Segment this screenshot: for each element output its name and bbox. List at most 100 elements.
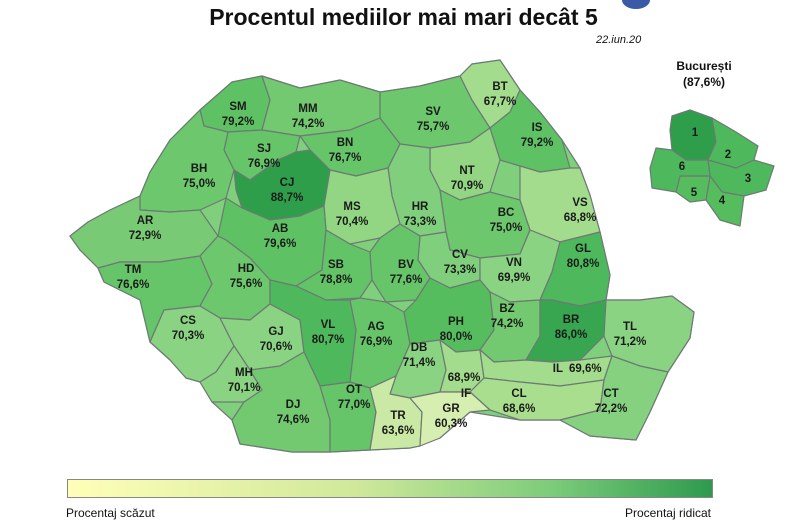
county-value-label: 74,2%: [491, 318, 524, 330]
county-value-label: 78,8%: [320, 274, 353, 286]
county-value-label: 70,3%: [172, 330, 205, 342]
county-code-label: CL: [511, 388, 526, 400]
bucharest-sector-labels: 1 2 3 4 5 6: [679, 127, 751, 207]
county-value-label: 60,3%: [435, 418, 468, 430]
county-code-label: CT: [603, 388, 618, 400]
county-code-label: PH: [448, 316, 464, 328]
county-code-label: TR: [390, 410, 406, 422]
county-code-label: BR: [563, 314, 580, 326]
county-value-label: 68,8%: [564, 212, 597, 224]
bucharest-sector-2[interactable]: [707, 117, 759, 169]
county-value-label: 76,6%: [117, 279, 150, 291]
county-value-label: 69,9%: [498, 272, 531, 284]
county-labels: SM 79,2% MM 74,2% SV 75,7% BT 67,7% SJ 76,9% BN 76,…: [117, 81, 647, 437]
county-value-label: 74,6%: [277, 414, 310, 426]
county-value-label: 71,2%: [614, 336, 647, 348]
county-value-label: 86,0%: [555, 329, 588, 341]
county-code-label: HR: [412, 201, 429, 213]
county-region-IS[interactable]: [489, 89, 571, 173]
bucharest-value: (87,6%): [682, 75, 726, 89]
county-code-label: VN: [506, 257, 522, 269]
county-value-label: 79,2%: [222, 116, 255, 128]
county-value-label: 80,0%: [440, 331, 473, 343]
county-region-BR[interactable]: [525, 299, 607, 363]
county-value-label: 77,0%: [338, 399, 371, 411]
county-code-label: SJ: [257, 143, 271, 155]
county-region-BV[interactable]: [369, 223, 431, 303]
bucharest-name: București: [676, 59, 732, 73]
county-value-label: 75,7%: [417, 121, 450, 133]
county-code-label: MH: [235, 367, 253, 379]
county-code-label: TM: [125, 264, 142, 276]
county-region-CT[interactable]: [559, 355, 669, 441]
bucharest-sector-label: 4: [719, 195, 726, 207]
county-region-VS[interactable]: [519, 165, 601, 243]
date-label: 22.iun.20: [596, 34, 642, 46]
bucharest-sector-6[interactable]: [649, 147, 711, 193]
county-code-label: SB: [328, 259, 344, 271]
bucharest-sector-label: 2: [725, 149, 731, 161]
county-value-label: 72,2%: [595, 403, 628, 415]
county-value-label: 74,2%: [292, 118, 325, 130]
county-value-label: 69,6%: [569, 363, 602, 375]
county-value-label: 76,9%: [248, 158, 281, 170]
county-code-label: VS: [572, 197, 588, 209]
county-value-label: 70,9%: [451, 180, 484, 192]
county-value-label: 75,0%: [490, 222, 523, 234]
county-code-label: GJ: [268, 326, 283, 338]
county-code-label: SV: [425, 106, 441, 118]
county-code-label: BZ: [499, 303, 514, 315]
county-code-label: IS: [532, 122, 543, 134]
bucharest-sector-label: 5: [691, 187, 698, 199]
page-title: Procentul mediilor mai mari decât 5: [209, 4, 598, 30]
county-region-GR[interactable]: [409, 391, 491, 447]
county-code-label: BC: [498, 207, 515, 219]
county-value-label: 73,3%: [444, 264, 477, 276]
county-code-label: HD: [238, 263, 255, 275]
county-code-label: GR: [442, 403, 460, 415]
county-value-label: 75,0%: [183, 178, 216, 190]
county-code-label: IF: [461, 388, 471, 400]
county-code-label: AB: [272, 223, 289, 235]
county-value-label: 70,1%: [228, 382, 261, 394]
bucharest-title: București (87,6%): [664, 58, 744, 90]
county-value-label: 80,7%: [312, 334, 345, 346]
county-value-label: 75,6%: [230, 278, 263, 290]
county-value-label: 73,3%: [404, 216, 437, 228]
county-value-label: 76,7%: [329, 152, 362, 164]
county-code-label: NT: [459, 165, 474, 177]
county-value-label: 72,9%: [129, 230, 162, 242]
county-code-label: VL: [321, 319, 336, 331]
county-value-label: 79,6%: [264, 238, 297, 250]
county-code-label: BV: [398, 259, 414, 271]
county-value-label: 63,6%: [382, 425, 415, 437]
county-code-label: TL: [623, 321, 637, 333]
county-code-label: AR: [137, 215, 154, 227]
county-value-label: 67,7%: [484, 96, 517, 108]
county-code-label: BN: [337, 137, 354, 149]
county-code-label: MS: [343, 201, 361, 213]
county-code-label: CV: [452, 249, 468, 261]
county-code-label: AG: [367, 321, 384, 333]
county-value-label: 79,2%: [521, 137, 554, 149]
county-code-label: DJ: [286, 399, 301, 411]
county-code-label: CS: [180, 315, 196, 327]
county-code-label: DB: [411, 342, 428, 354]
legend-high-label: Procentaj ridicat: [624, 506, 711, 520]
county-value-label: 70,4%: [336, 216, 369, 228]
county-code-label: MM: [298, 103, 317, 115]
legend-low-label: Procentaj scăzut: [66, 506, 155, 520]
county-code-label: OT: [346, 384, 362, 396]
county-code-label: GL: [575, 243, 591, 255]
county-code-label: CJ: [280, 177, 295, 189]
county-value-label: 80,8%: [567, 258, 600, 270]
county-value-label: 71,4%: [403, 357, 436, 369]
county-value-label: 68,9%: [448, 372, 481, 384]
bucharest-sector-label: 3: [745, 173, 751, 185]
county-value-label: 88,7%: [271, 192, 304, 204]
county-code-label: IL: [553, 363, 563, 375]
county-value-label: 77,6%: [390, 274, 423, 286]
county-region-TL[interactable]: [603, 295, 695, 373]
county-code-label: SM: [229, 101, 246, 113]
